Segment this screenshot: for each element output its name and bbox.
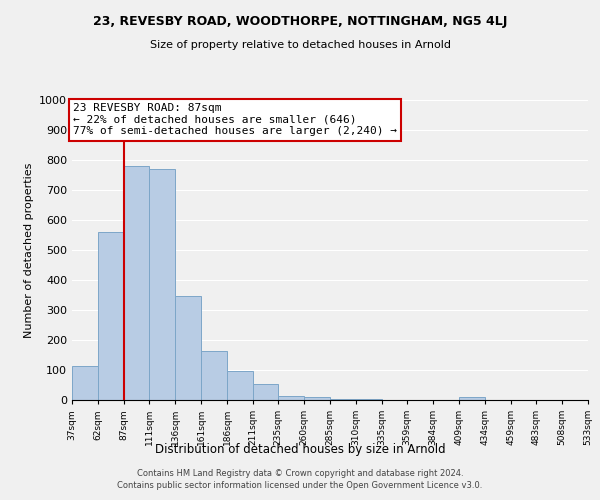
Bar bbox=[304, 397, 330, 400]
Bar bbox=[459, 397, 485, 400]
Bar bbox=[330, 398, 356, 400]
Text: Distribution of detached houses by size in Arnold: Distribution of detached houses by size … bbox=[155, 442, 445, 456]
Text: 23, REVESBY ROAD, WOODTHORPE, NOTTINGHAM, NG5 4LJ: 23, REVESBY ROAD, WOODTHORPE, NOTTINGHAM… bbox=[93, 15, 507, 28]
Bar bbox=[72, 366, 98, 400]
Bar bbox=[98, 232, 124, 400]
Bar bbox=[149, 169, 175, 400]
Bar bbox=[124, 166, 149, 400]
Bar bbox=[253, 384, 278, 400]
Y-axis label: Number of detached properties: Number of detached properties bbox=[23, 162, 34, 338]
Bar bbox=[227, 370, 253, 400]
Bar bbox=[175, 296, 201, 400]
Text: Contains HM Land Registry data © Crown copyright and database right 2024.
Contai: Contains HM Land Registry data © Crown c… bbox=[118, 468, 482, 490]
Bar bbox=[201, 350, 227, 400]
Text: Size of property relative to detached houses in Arnold: Size of property relative to detached ho… bbox=[149, 40, 451, 50]
Bar bbox=[278, 396, 304, 400]
Bar bbox=[356, 398, 382, 400]
Text: 23 REVESBY ROAD: 87sqm
← 22% of detached houses are smaller (646)
77% of semi-de: 23 REVESBY ROAD: 87sqm ← 22% of detached… bbox=[73, 103, 397, 136]
